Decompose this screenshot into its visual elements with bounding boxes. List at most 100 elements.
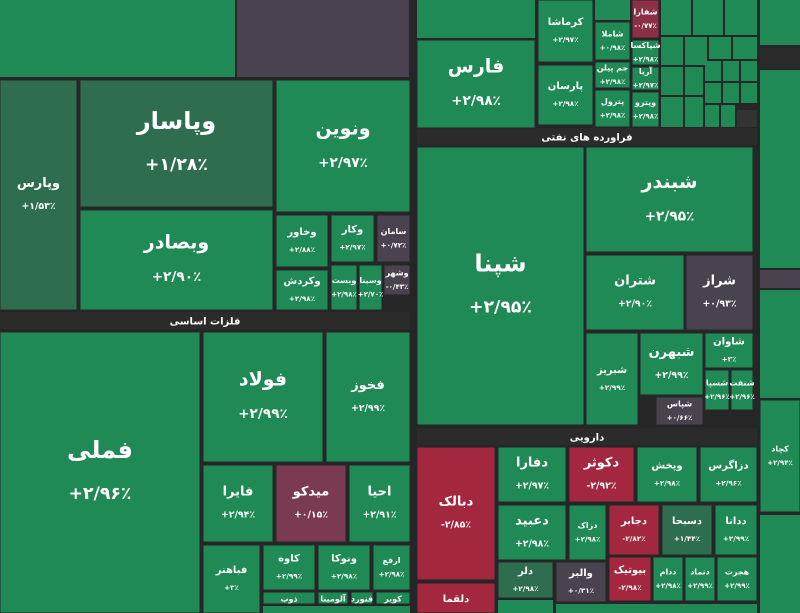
section-header: [417, 128, 757, 145]
tile-rect: [330, 214, 375, 263]
change: +۲/۹۷٪: [552, 35, 578, 44]
ticker: شاملا: [602, 29, 624, 38]
change: +۲/۷۰٪: [358, 291, 384, 299]
change: +۲/۹۸٪: [575, 536, 601, 544]
tile-rect: [555, 561, 607, 603]
tile: [263, 606, 410, 613]
tile: [693, 0, 723, 35]
tile: هجرت +۲/۹۹٪: [716, 556, 758, 602]
ticker: شنفت: [729, 378, 754, 387]
change: +۲/۹۹٪: [654, 370, 688, 381]
change: +۳٪: [722, 355, 737, 364]
ticker: کچاد: [771, 444, 789, 453]
tile: شنفت +۲/۹۶٪: [729, 369, 755, 411]
tile: کرماشا +۲/۹۷٪: [537, 0, 594, 63]
tile-rect: [594, 21, 631, 61]
tile: وکردش +۲/۹۸٪: [275, 269, 329, 311]
tile: دکوثر -۲/۹۲٪: [568, 446, 635, 503]
ticker: دفارا: [516, 455, 548, 470]
tile-rect: [375, 591, 411, 605]
change: +۲/۹۸٪: [654, 479, 680, 488]
tile-rect: [416, 446, 496, 581]
ticker: شپنا: [474, 249, 526, 277]
ticker: شبریز: [596, 365, 627, 376]
change: +۲/۹۸٪: [515, 539, 549, 550]
ticker: فولاد: [239, 368, 287, 390]
tile: فباهنر +۳٪: [202, 544, 261, 613]
tile-rect: [202, 331, 324, 463]
ticker: کاوه: [278, 554, 300, 565]
tile-rect: [568, 504, 607, 561]
ticker: دزاگرس: [708, 459, 748, 472]
change: +۲/۹۸٪: [512, 584, 538, 593]
ticker: جم پیلن: [597, 63, 629, 72]
ticker: شبهرن: [649, 345, 695, 360]
tile-rect: [631, 91, 660, 128]
tile-rect: [383, 264, 411, 296]
tile: وبصادر +۲/۹۰٪: [79, 209, 274, 311]
tile: دلر +۲/۹۸٪: [497, 561, 554, 599]
tile-rect: [325, 331, 411, 463]
ticker: سامان: [381, 227, 407, 236]
ticker: والبر: [568, 568, 593, 579]
tile: [760, 270, 800, 288]
tile: [721, 105, 735, 127]
tile: [705, 83, 721, 103]
tile-rect: [537, 64, 594, 126]
ticker: وکار: [341, 225, 364, 236]
change: -۰/۷۷٪: [634, 22, 657, 30]
ticker: ددانا: [725, 516, 746, 527]
change: +۰/۷۲٪: [381, 242, 407, 250]
change: +۰/۹۸٪: [600, 44, 626, 52]
change: +۲/۹۹٪: [351, 403, 385, 414]
tile: [733, 37, 757, 59]
change: -۲/۸۲٪: [622, 534, 645, 543]
tile-rect: [497, 504, 567, 561]
ticker: وپارس: [17, 176, 60, 191]
tile: ونوین +۲/۹۷٪: [275, 79, 411, 213]
ticker: دبالک: [439, 494, 474, 509]
tile-rect: [685, 254, 754, 331]
ticker: وخاور: [286, 227, 316, 238]
ticker: فباهنر: [215, 565, 248, 576]
ticker: کرماشا: [548, 17, 584, 28]
ticker: دتماد: [690, 567, 710, 576]
ticker: شسپا: [706, 378, 728, 387]
ticker: دزاک: [578, 521, 598, 530]
section-label: فراورده های نفتی: [541, 133, 632, 144]
tile: [741, 61, 757, 81]
ticker: دلر: [517, 566, 533, 577]
change: +۲/۹۹٪: [599, 383, 625, 392]
tile: [685, 97, 703, 127]
change: -۰/۴۳٪: [386, 283, 409, 291]
ticker: دکوثر: [583, 455, 620, 470]
change: +۰/۳۱٪: [568, 586, 594, 595]
tile: وسینا +۲/۷۰٪: [358, 264, 384, 311]
tile: [705, 105, 719, 127]
tile: شراز +۰/۹۳٪: [685, 254, 754, 331]
ticker: ونوکا: [331, 554, 357, 565]
tile-rect: [684, 556, 716, 602]
ticker: آلومینا: [320, 594, 346, 604]
tile: [685, 67, 703, 95]
tile: [685, 37, 707, 65]
ticker: وشهر: [384, 268, 408, 277]
tile: فولاد +۲/۹۹٪: [202, 331, 324, 463]
tile: وخاور +۲/۸۸٪: [275, 214, 329, 268]
change: +۲/۹۶٪: [729, 393, 755, 401]
tile: دجابر -۲/۸۲٪: [608, 504, 660, 556]
tile: دسبحا +۱/۴۴٪: [661, 504, 713, 556]
tile: وپاسار +۱/۲۸٪: [79, 79, 274, 208]
tile: وکار +۲/۹۷٪: [330, 214, 375, 263]
change: +۲/۹۵٪: [645, 209, 695, 225]
change: +۰/۶۶٪: [667, 414, 693, 422]
tile: شفارا -۰/۷۷٪: [631, 0, 660, 39]
tile-rect: [759, 399, 800, 513]
tile: آلومینا: [317, 591, 349, 605]
tile-rect: [275, 214, 329, 268]
ticker: وبصادر: [143, 231, 210, 253]
change: +۲/۹۹٪: [687, 582, 713, 590]
ticker: پارسان: [548, 81, 584, 92]
tile-rect: [704, 332, 754, 369]
